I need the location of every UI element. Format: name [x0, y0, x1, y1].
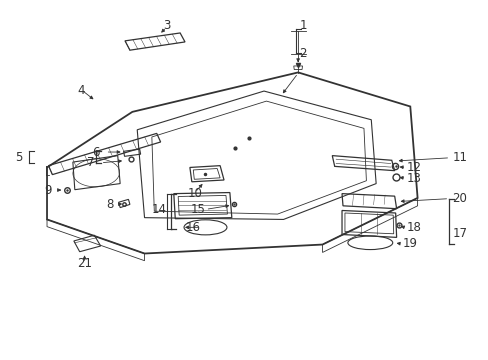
Text: 3: 3	[163, 19, 170, 32]
Text: 9: 9	[44, 184, 52, 197]
Text: 1: 1	[299, 19, 306, 32]
Text: 5: 5	[16, 151, 23, 164]
Text: 7: 7	[87, 156, 95, 169]
Text: 8: 8	[106, 198, 114, 211]
Text: 19: 19	[402, 237, 417, 250]
Text: 13: 13	[406, 172, 421, 185]
Text: 10: 10	[187, 187, 202, 200]
Text: 15: 15	[190, 203, 205, 216]
Text: 14: 14	[151, 203, 166, 216]
Text: 21: 21	[77, 257, 92, 270]
Text: 20: 20	[452, 192, 467, 205]
Text: 4: 4	[77, 84, 85, 97]
Text: 11: 11	[451, 151, 467, 164]
Text: 6: 6	[92, 145, 100, 158]
Text: 17: 17	[451, 226, 467, 239]
Text: 12: 12	[406, 161, 421, 174]
Text: 18: 18	[406, 221, 421, 234]
Text: 2: 2	[299, 47, 306, 60]
Text: 16: 16	[185, 221, 201, 234]
